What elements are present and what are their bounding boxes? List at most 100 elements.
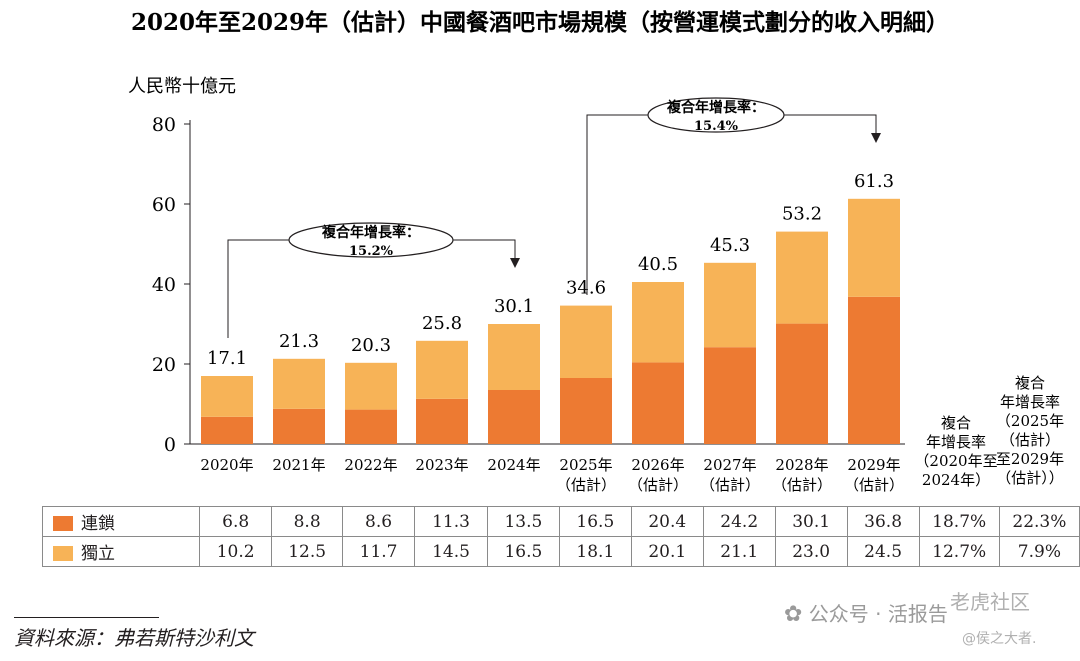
y-tick-label: 80 xyxy=(152,114,176,136)
total-value-label: 30.1 xyxy=(494,296,534,317)
total-value-label: 45.3 xyxy=(710,235,750,256)
total-value-label: 61.3 xyxy=(854,171,894,192)
table-cell: 36.8 xyxy=(846,506,920,537)
x-tick-label: 2020年 xyxy=(200,456,253,474)
bar-segment xyxy=(345,362,397,410)
y-tick-label: 40 xyxy=(152,274,176,296)
bar-segment xyxy=(201,376,253,417)
table-cell: 20.4 xyxy=(630,506,704,537)
x-tick-label: 2026年 xyxy=(631,456,684,474)
table-row: 獨立 10.2 12.5 11.7 14.5 16.5 18.1 20.1 21.1 23.0 24… xyxy=(41,536,1080,567)
table-row-label: 獨立 xyxy=(41,536,201,567)
legend-label: 獨立 xyxy=(81,544,115,564)
bar-segment xyxy=(848,198,900,297)
cagr-annotations: 複合年增長率： 15.2% 複合年增長率： 15.4% xyxy=(227,97,881,338)
bar-segment xyxy=(704,347,756,444)
cagr-bubble xyxy=(647,97,785,133)
table-cell: 30.1 xyxy=(774,506,848,537)
x-tick-labels: 2020年 2021年 2022年 2023年 2024年 2025年 （估計） 2026年 （… xyxy=(200,456,904,494)
x-tick-label: 2023年 xyxy=(415,456,468,474)
x-tick-label: （估計） xyxy=(700,476,760,494)
handle-watermark: @侯之大者. xyxy=(962,631,1037,647)
total-value-label: 53.2 xyxy=(782,204,822,225)
table-cell: 16.5 xyxy=(486,536,560,567)
table-cell: 8.6 xyxy=(342,506,416,537)
bar-segment xyxy=(488,390,540,444)
cagr-column-header-line: （估計）） xyxy=(996,469,1064,487)
table-cell: 18.7% xyxy=(918,506,1000,537)
bar-segment xyxy=(776,231,828,324)
cagr-column-header-line: 2024年） xyxy=(922,471,990,489)
x-tick-label: 2022年 xyxy=(344,456,397,474)
cagr-column-header-line: 年增長率 xyxy=(1000,393,1060,411)
bar-segment xyxy=(848,296,900,444)
cagr-bubble-value: 15.4% xyxy=(694,119,739,134)
wechat-watermark-text: 公众号 · 活报告 xyxy=(808,602,948,626)
cagr-column-header-line: 複合 xyxy=(941,414,971,432)
x-tick-label: 2028年 xyxy=(775,456,828,474)
cagr-column-header-line: 至2029年 xyxy=(996,450,1064,468)
cagr-column-header-line: （估計） xyxy=(1000,431,1060,449)
cagr-column-header-line: 年增長率 xyxy=(926,433,986,451)
bar-segment xyxy=(416,340,468,399)
community-watermark: 老虎社区 xyxy=(950,590,1030,614)
x-tick-label: 2027年 xyxy=(703,456,756,474)
y-tick-label: 20 xyxy=(152,354,176,376)
total-value-label: 20.3 xyxy=(351,335,391,356)
total-value-label: 40.5 xyxy=(638,254,678,275)
table-cell: 22.3% xyxy=(998,506,1080,537)
source-note: 資料來源：弗若斯特沙利文 xyxy=(14,626,254,650)
table-cell: 16.5 xyxy=(558,506,632,537)
table-cell: 21.1 xyxy=(702,536,776,567)
table-row: 連鎖 6.8 8.8 8.6 11.3 13.5 16.5 20.4 24.2 30.1 36.8 1… xyxy=(41,506,1080,537)
total-value-label: 21.3 xyxy=(279,331,319,352)
legend-swatch xyxy=(53,516,73,531)
bar-segment xyxy=(560,305,612,378)
total-value-label: 34.6 xyxy=(566,278,606,299)
x-tick-label: （估計） xyxy=(772,476,832,494)
table-cell: 20.1 xyxy=(630,536,704,567)
bar-segment xyxy=(273,408,325,444)
bar-segment xyxy=(201,416,253,444)
total-value-label: 17.1 xyxy=(207,348,247,369)
bar-segment xyxy=(345,409,397,444)
table-cell: 18.1 xyxy=(558,536,632,567)
data-table: 連鎖 6.8 8.8 8.6 11.3 13.5 16.5 20.4 24.2 30.1 36.8 1… xyxy=(41,506,1080,567)
y-tick-label: 0 xyxy=(164,434,176,456)
table-cell: 13.5 xyxy=(486,506,560,537)
cagr-bubble-value: 15.2% xyxy=(349,244,394,259)
bars xyxy=(201,198,900,444)
bar-segment xyxy=(632,362,684,444)
cagr-column-headers: 複合年增長率（2020年至2024年）複合年增長率（2025年（估計）至2029… xyxy=(914,374,1064,489)
x-tick-label: 2024年 xyxy=(487,456,540,474)
bar-segment xyxy=(488,324,540,390)
cagr-arrowhead xyxy=(510,258,520,268)
x-tick-label: （估計） xyxy=(556,476,616,494)
x-tick-label: 2025年 xyxy=(559,456,612,474)
cagr-column-header-line: （2020年至 xyxy=(914,452,997,470)
chart-title: 2020年至2029年（估計）中國餐酒吧市場規模（按營運模式劃分的收入明細） xyxy=(131,9,949,36)
table-cell: 11.3 xyxy=(414,506,488,537)
table-cell: 8.8 xyxy=(271,506,344,537)
table-cell: 6.8 xyxy=(199,506,273,537)
cagr-column-header-line: 複合 xyxy=(1015,374,1045,392)
bar-segment xyxy=(704,262,756,348)
table-cell: 11.7 xyxy=(342,536,416,567)
table-cell: 12.7% xyxy=(918,536,1000,567)
table-cell: 24.5 xyxy=(846,536,920,567)
y-tick-label: 60 xyxy=(152,194,176,216)
cagr-bubble-label: 複合年增長率： xyxy=(321,224,420,241)
cagr-bubble-label: 複合年增長率： xyxy=(666,99,765,116)
table-cell: 14.5 xyxy=(414,536,488,567)
total-value-label: 25.8 xyxy=(422,313,462,334)
table-row-label: 連鎖 xyxy=(41,506,201,537)
legend-label: 連鎖 xyxy=(81,514,115,534)
bar-segment xyxy=(560,378,612,444)
wechat-icon: ✿ xyxy=(784,602,803,627)
table-cell: 7.9% xyxy=(998,536,1080,567)
bar-segment xyxy=(416,398,468,444)
chart-canvas: 2020年至2029年（估計）中國餐酒吧市場規模（按營運模式劃分的收入明細） 人… xyxy=(128,9,1064,494)
cagr-column-header-line: （2025年 xyxy=(996,412,1064,430)
table-cell: 24.2 xyxy=(702,506,776,537)
x-tick-label: （估計） xyxy=(628,476,688,494)
